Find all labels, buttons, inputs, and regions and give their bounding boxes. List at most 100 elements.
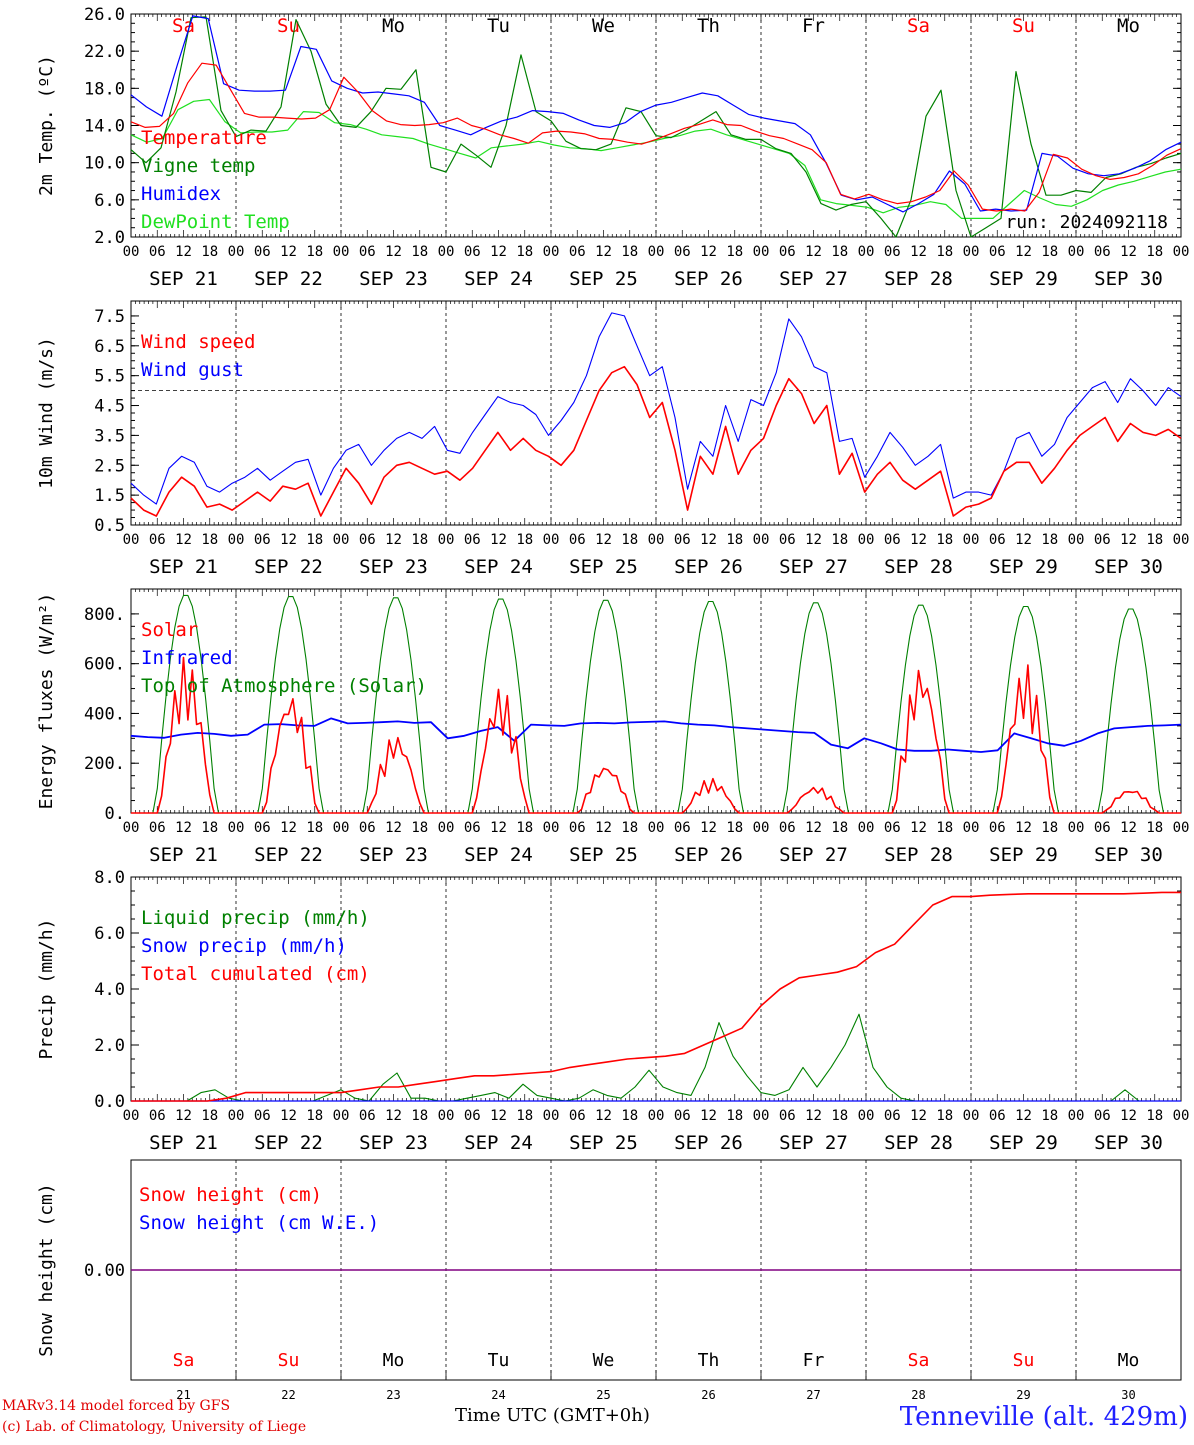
hour-label: 18	[411, 1108, 428, 1124]
date-label: SEP 26	[674, 844, 743, 866]
hour-label: 00	[963, 1108, 980, 1124]
hour-label: 00	[753, 820, 770, 836]
hour-label: 18	[306, 532, 323, 548]
hour-label: 12	[385, 244, 402, 260]
hour-label: 12	[385, 532, 402, 548]
date-label: SEP 21	[149, 268, 218, 290]
legend-liquid-precip-mm-h-: Liquid precip (mm/h)	[141, 907, 370, 929]
hour-label: 06	[254, 532, 271, 548]
hour-label: 06	[464, 244, 481, 260]
hour-label: 18	[201, 1108, 218, 1124]
hour-label: 00	[228, 1108, 245, 1124]
y-tick-label: 8.0	[94, 868, 125, 888]
y-axis-label: Precip (mm/h)	[36, 919, 57, 1060]
hour-label: 12	[280, 244, 297, 260]
day-number: 25	[596, 1388, 610, 1402]
hour-label: 06	[1094, 244, 1111, 260]
legend-snow-precip-mm-h-: Snow precip (mm/h)	[141, 935, 347, 957]
hour-label: 00	[228, 244, 245, 260]
date-label: SEP 25	[569, 556, 638, 578]
hour-label: 00	[648, 820, 665, 836]
hour-label: 18	[201, 244, 218, 260]
hour-label: 18	[1146, 244, 1163, 260]
date-label: SEP 23	[359, 844, 428, 866]
day-abbrev-bottom: Tu	[488, 1350, 510, 1371]
day-abbrev-bottom: Sa	[173, 1350, 195, 1371]
hour-label: 18	[1146, 532, 1163, 548]
panel-temperature	[130, 13, 1182, 238]
hour-label: 18	[516, 820, 533, 836]
hour-label: 00	[543, 820, 560, 836]
day-number: 21	[176, 1388, 190, 1402]
series-wind-speed	[130, 365, 1182, 517]
hour-label: 00	[438, 1108, 455, 1124]
hour-label: 18	[1146, 820, 1163, 836]
hour-label: 00	[1068, 1108, 1085, 1124]
date-label: SEP 28	[884, 844, 953, 866]
hour-label: 06	[464, 1108, 481, 1124]
hour-label: 12	[175, 820, 192, 836]
date-label: SEP 30	[1094, 556, 1163, 578]
hour-label: 18	[516, 244, 533, 260]
date-label: SEP 29	[989, 556, 1058, 578]
hour-label: 00	[333, 820, 350, 836]
date-label: SEP 28	[884, 268, 953, 290]
hour-label: 00	[543, 532, 560, 548]
hour-label: 00	[333, 244, 350, 260]
hour-label: 18	[936, 820, 953, 836]
hour-label: 00	[753, 1108, 770, 1124]
date-label: SEP 22	[254, 844, 323, 866]
y-tick-label: 6.0	[94, 924, 125, 944]
hour-label: 18	[306, 1108, 323, 1124]
hour-label: 18	[621, 244, 638, 260]
hour-label: 12	[280, 820, 297, 836]
date-label: SEP 22	[254, 556, 323, 578]
date-label: SEP 27	[779, 844, 848, 866]
hour-label: 18	[306, 244, 323, 260]
y-tick-label: 1.5	[94, 486, 125, 506]
hour-label: 00	[123, 244, 140, 260]
hour-label: 12	[175, 1108, 192, 1124]
date-label: SEP 30	[1094, 268, 1163, 290]
date-label: SEP 28	[884, 556, 953, 578]
y-tick-label: 2.0	[94, 1036, 125, 1056]
legend-top-of-atmosphere-solar-: Top of Atmosphere (Solar)	[141, 675, 427, 697]
day-abbrev-bottom: Th	[698, 1350, 720, 1371]
hour-label: 18	[411, 244, 428, 260]
y-tick-label: 0.5	[94, 516, 125, 536]
hour-label: 06	[464, 532, 481, 548]
hour-label: 18	[516, 1108, 533, 1124]
hour-label: 12	[910, 244, 927, 260]
day-abbrev: Mo	[382, 15, 405, 37]
day-number: 28	[911, 1388, 925, 1402]
legend-vigne-temp: Vigne temp	[141, 155, 255, 177]
day-abbrev: Th	[697, 15, 720, 37]
day-number: 23	[386, 1388, 400, 1402]
hour-label: 00	[1068, 532, 1085, 548]
hour-label: 12	[1120, 1108, 1137, 1124]
date-label: SEP 26	[674, 268, 743, 290]
hour-label: 12	[700, 1108, 717, 1124]
legend-temperature: Temperature	[141, 127, 267, 149]
hour-label: 18	[1041, 244, 1058, 260]
hour-label: 06	[1094, 1108, 1111, 1124]
date-label: SEP 27	[779, 1132, 848, 1154]
day-number: 27	[806, 1388, 820, 1402]
hour-label: 12	[1015, 820, 1032, 836]
day-abbrev-bottom: Mo	[383, 1350, 405, 1371]
hour-label: 06	[989, 532, 1006, 548]
hour-label: 00	[333, 532, 350, 548]
hour-label: 06	[989, 820, 1006, 836]
y-tick-label: 6.0	[94, 191, 125, 211]
y-tick-label: 0.	[105, 804, 125, 824]
y-tick-label: 200.	[84, 754, 125, 774]
hour-label: 12	[910, 820, 927, 836]
hour-label: 06	[359, 820, 376, 836]
hour-label: 06	[149, 244, 166, 260]
date-label: SEP 22	[254, 268, 323, 290]
hour-label: 00	[1173, 532, 1190, 548]
hour-label: 00	[438, 244, 455, 260]
hour-label: 18	[621, 1108, 638, 1124]
day-abbrev: Mo	[1117, 15, 1140, 37]
